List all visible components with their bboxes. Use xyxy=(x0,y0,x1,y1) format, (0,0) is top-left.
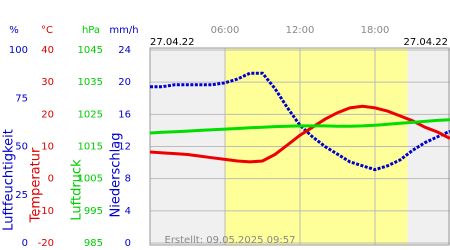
plot-frame xyxy=(149,47,450,246)
footer: Erstellt: 09.05.2025 09:57 xyxy=(165,235,296,246)
axis-label: Temperatur xyxy=(29,147,44,223)
series-line xyxy=(149,118,450,135)
y-tick-label: 1025 xyxy=(78,109,103,120)
y-tick-label: 20 xyxy=(118,77,131,88)
axis-label: Niederschlag xyxy=(109,133,124,218)
y-tick-label: 25 xyxy=(15,190,28,201)
y-tick-label: 0 xyxy=(125,238,131,249)
axis-unit: °C xyxy=(41,25,53,36)
y-tick-label: 75 xyxy=(15,93,28,104)
y-tick-label: 1005 xyxy=(78,174,103,185)
y-tick-label: 1015 xyxy=(78,142,103,153)
x-tick-label: 06:00 xyxy=(211,25,240,36)
y-tick-label: 10 xyxy=(41,142,54,153)
y-tick-label: 8 xyxy=(125,174,131,185)
series-line xyxy=(150,71,450,172)
axis-unit: mm/h xyxy=(109,25,138,36)
y-tick-label: -20 xyxy=(38,238,54,249)
y-tick-label: 1035 xyxy=(78,77,103,88)
y-tick-label: 995 xyxy=(84,206,103,217)
y-tick-label: 0 xyxy=(22,238,28,249)
y-tick-label: 985 xyxy=(84,238,103,249)
date-right: 27.04.22 xyxy=(403,37,448,48)
y-tick-label: -10 xyxy=(38,206,54,217)
y-tick-label: 100 xyxy=(9,45,28,56)
y-tick-label: 0 xyxy=(48,174,54,185)
y-tick-label: 1045 xyxy=(78,45,103,56)
x-tick-label: 18:00 xyxy=(361,25,390,36)
y-tick-label: 20 xyxy=(41,109,54,120)
axis-label: Luftdruck xyxy=(70,159,85,221)
date-left: 27.04.22 xyxy=(150,37,195,48)
y-tick-label: 16 xyxy=(118,109,131,120)
series-line xyxy=(149,104,450,164)
y-tick-label: 30 xyxy=(41,77,54,88)
x-tick-label: 12:00 xyxy=(286,25,315,36)
y-tick-label: 40 xyxy=(41,45,54,56)
y-tick-label: 12 xyxy=(118,142,131,153)
axis-label: Luftfeuchtigkeit xyxy=(2,129,17,231)
axis-unit: % xyxy=(9,25,19,36)
axis-unit: hPa xyxy=(82,25,100,36)
y-tick-label: 24 xyxy=(118,45,131,56)
y-tick-label: 4 xyxy=(125,206,131,217)
y-tick-label: 50 xyxy=(15,142,28,153)
